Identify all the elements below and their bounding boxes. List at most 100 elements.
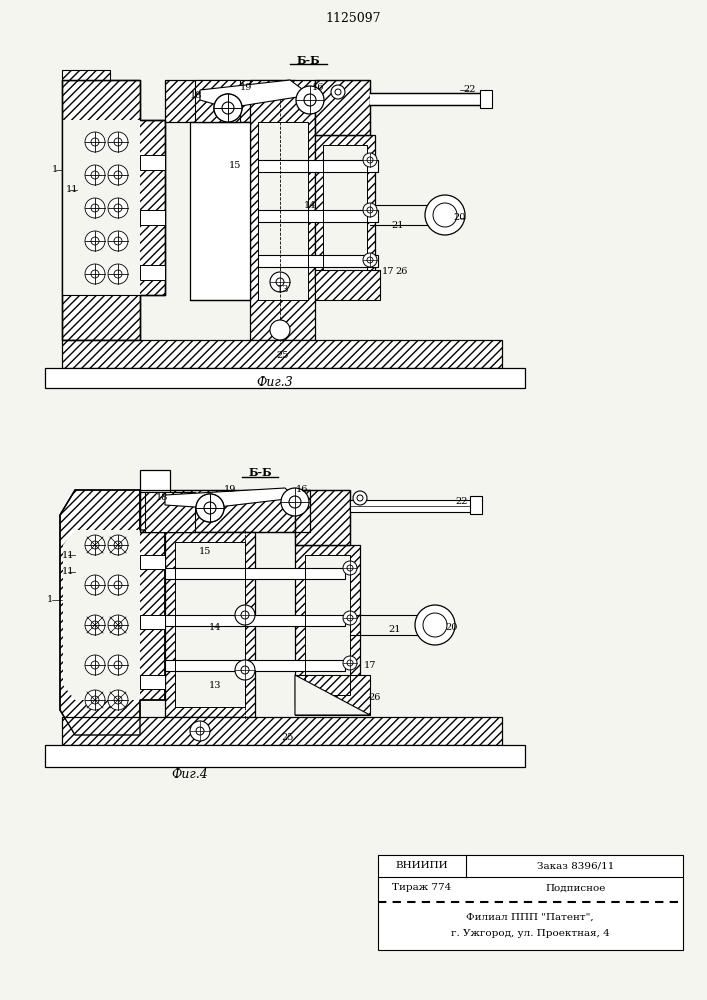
Circle shape <box>415 605 455 645</box>
Circle shape <box>367 207 373 213</box>
Circle shape <box>108 655 128 675</box>
Bar <box>315 80 370 135</box>
Circle shape <box>235 660 255 680</box>
Text: 1125097: 1125097 <box>325 11 381 24</box>
Circle shape <box>108 690 128 710</box>
Circle shape <box>363 253 377 267</box>
Text: 20: 20 <box>446 624 458 633</box>
Circle shape <box>331 85 345 99</box>
Bar <box>45 745 525 767</box>
Text: 1: 1 <box>47 595 53 604</box>
Circle shape <box>281 488 309 516</box>
Bar <box>305 555 350 695</box>
Circle shape <box>270 320 290 340</box>
Bar <box>295 545 360 705</box>
Polygon shape <box>200 80 310 108</box>
Bar <box>145 492 195 532</box>
Text: 22: 22 <box>456 497 468 506</box>
Bar <box>165 532 255 717</box>
Circle shape <box>85 655 105 675</box>
Bar <box>165 660 345 671</box>
Circle shape <box>114 621 122 629</box>
Circle shape <box>367 157 373 163</box>
Bar <box>480 90 492 108</box>
Circle shape <box>343 611 357 625</box>
Text: 17: 17 <box>382 267 395 276</box>
Bar <box>165 80 295 122</box>
Bar <box>258 255 378 267</box>
Text: 13: 13 <box>276 286 289 294</box>
Polygon shape <box>62 120 140 295</box>
Text: 20: 20 <box>454 214 466 223</box>
Circle shape <box>85 132 105 152</box>
Circle shape <box>91 696 99 704</box>
Bar <box>315 135 375 280</box>
Circle shape <box>85 264 105 284</box>
Text: Филиал ППП "Патент",: Филиал ППП "Патент", <box>466 912 594 922</box>
Circle shape <box>114 204 122 212</box>
Bar <box>140 490 310 532</box>
Circle shape <box>91 581 99 589</box>
Text: 14: 14 <box>209 624 221 633</box>
Text: 17: 17 <box>363 660 376 670</box>
Circle shape <box>85 575 105 595</box>
Text: 26: 26 <box>396 267 408 276</box>
Circle shape <box>85 535 105 555</box>
Bar <box>140 615 165 629</box>
Circle shape <box>85 615 105 635</box>
Circle shape <box>423 613 447 637</box>
Circle shape <box>343 656 357 670</box>
Circle shape <box>108 535 128 555</box>
Bar <box>140 675 165 689</box>
Text: 11: 11 <box>62 568 74 576</box>
Bar <box>140 265 165 280</box>
Circle shape <box>196 727 204 735</box>
Polygon shape <box>62 80 165 340</box>
Circle shape <box>296 86 324 114</box>
Circle shape <box>114 696 122 704</box>
Circle shape <box>289 496 301 508</box>
Bar <box>258 160 378 172</box>
Text: 19: 19 <box>224 486 236 494</box>
Circle shape <box>276 278 284 286</box>
Circle shape <box>85 198 105 218</box>
Bar <box>140 210 165 225</box>
Bar <box>165 615 345 626</box>
Circle shape <box>425 195 465 235</box>
Circle shape <box>91 621 99 629</box>
Circle shape <box>357 495 363 501</box>
Circle shape <box>222 102 234 114</box>
Circle shape <box>108 615 128 635</box>
Circle shape <box>190 721 210 741</box>
Text: 25: 25 <box>282 734 294 742</box>
Circle shape <box>108 198 128 218</box>
Text: 22: 22 <box>464 86 477 95</box>
Circle shape <box>85 165 105 185</box>
Text: 15: 15 <box>199 548 211 556</box>
Bar <box>140 155 165 170</box>
Text: 21: 21 <box>389 626 402 635</box>
Polygon shape <box>62 70 110 80</box>
Circle shape <box>347 660 353 666</box>
Polygon shape <box>295 675 370 715</box>
Circle shape <box>214 94 242 122</box>
Bar <box>258 122 308 300</box>
Circle shape <box>108 132 128 152</box>
Circle shape <box>91 661 99 669</box>
Bar <box>140 490 310 532</box>
Bar <box>295 490 350 545</box>
Circle shape <box>222 102 234 114</box>
Bar <box>378 855 683 950</box>
Circle shape <box>91 270 99 278</box>
Polygon shape <box>60 490 165 735</box>
Circle shape <box>347 615 353 621</box>
Text: Б-Б: Б-Б <box>248 468 271 479</box>
Circle shape <box>108 231 128 251</box>
Circle shape <box>91 237 99 245</box>
Text: Подписное: Подписное <box>546 884 606 892</box>
Circle shape <box>196 494 224 522</box>
Bar <box>258 122 308 300</box>
Circle shape <box>114 138 122 146</box>
Polygon shape <box>315 270 380 300</box>
Circle shape <box>353 491 367 505</box>
